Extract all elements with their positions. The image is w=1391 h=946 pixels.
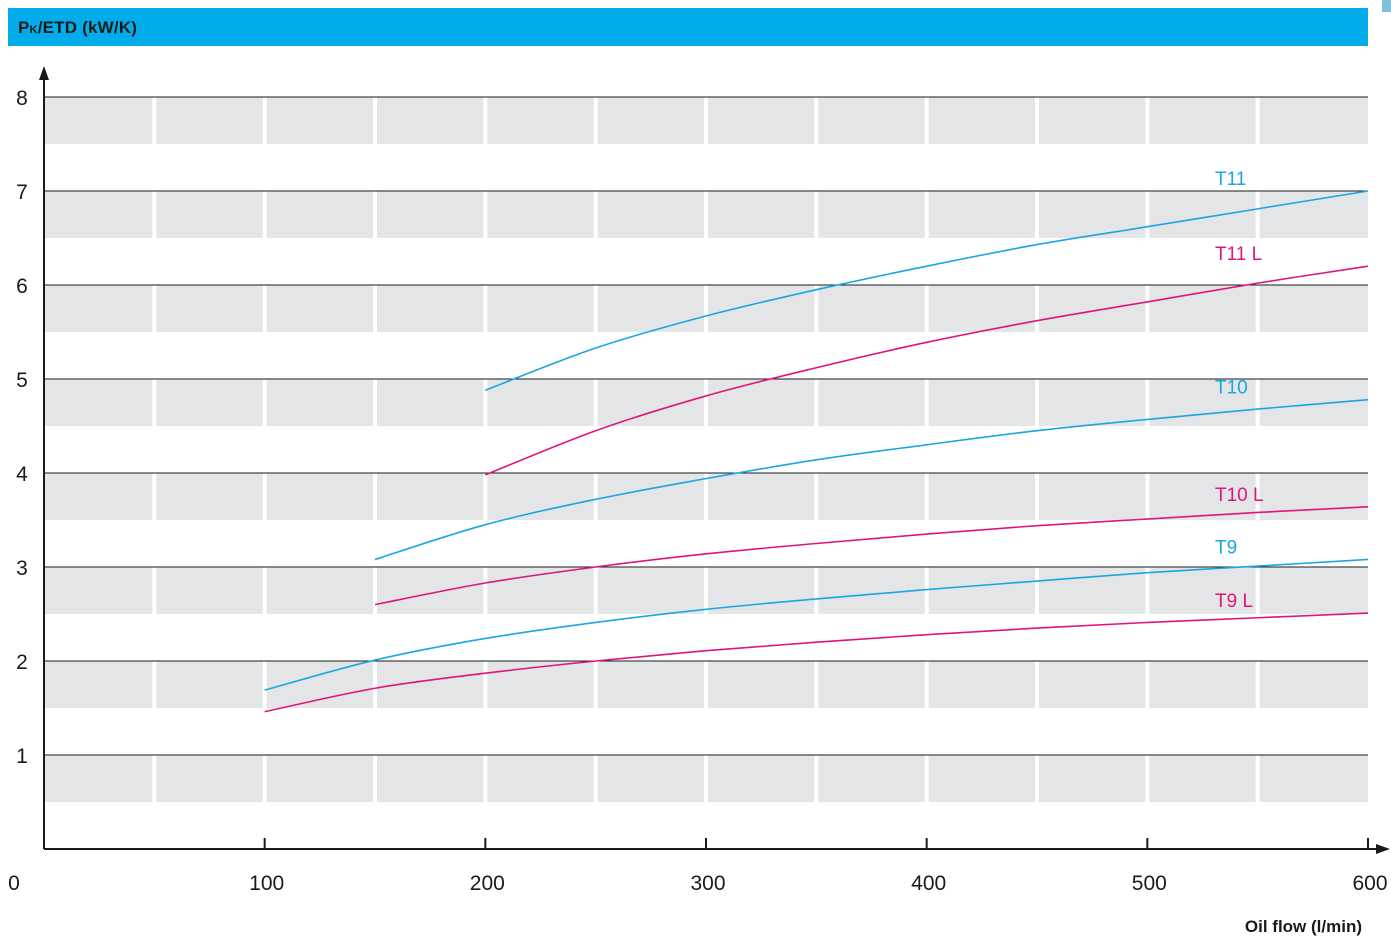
- y-axis-title-main: P: [18, 18, 30, 37]
- x-tick-label: 400: [911, 872, 946, 895]
- x-tick-label: 200: [470, 872, 505, 895]
- axes: [39, 66, 1390, 854]
- y-axis-title-subscript: K: [29, 24, 38, 36]
- y-tick-label: 2: [16, 651, 28, 674]
- y-tick-label: 4: [16, 463, 28, 486]
- series-label: T11: [1215, 169, 1246, 190]
- y-tick-label: 5: [16, 369, 28, 392]
- series-label: T10: [1215, 378, 1248, 399]
- series-line: [374, 506, 1369, 606]
- chart-header-bar: PK/ETD (kW/K): [8, 8, 1368, 46]
- series-line: [374, 398, 1369, 561]
- grid-lines: [44, 96, 1368, 756]
- series-line: [264, 558, 1369, 691]
- series-line: [264, 612, 1369, 713]
- y-tick-label: 3: [16, 557, 28, 580]
- labels: 0 100 200 300 400 500 600 1 2 3 4 5 6 7 8 T11 T11 L T10 T1…: [8, 87, 1387, 895]
- y-axis-title-rest: /ETD (kW/K): [37, 18, 138, 37]
- series-line: [485, 265, 1369, 476]
- y-axis-title: PK/ETD (kW/K): [18, 18, 137, 38]
- y-axis-arrow: [39, 66, 49, 80]
- x-axis-title: Oil flow (l/min): [1245, 917, 1362, 936]
- series-label: T9 L: [1215, 591, 1253, 612]
- series-label: T9: [1215, 537, 1237, 558]
- x-tick-label: 500: [1132, 872, 1167, 895]
- y-tick-label: 1: [16, 745, 28, 768]
- series-line: [485, 190, 1369, 392]
- series-lines: [264, 190, 1369, 713]
- x-axis-arrow: [1376, 844, 1390, 854]
- x-tick-label: 0: [8, 872, 20, 895]
- x-tick-label: 600: [1352, 872, 1387, 895]
- series-label: T11 L: [1215, 244, 1262, 265]
- y-tick-label: 6: [16, 275, 28, 298]
- grid-bands: [44, 97, 1368, 849]
- series-label: T10 L: [1215, 485, 1264, 506]
- corner-mark: [1382, 0, 1391, 12]
- y-tick-label: 8: [16, 87, 28, 110]
- y-tick-label: 7: [16, 181, 28, 204]
- x-tick-label: 100: [249, 872, 284, 895]
- x-tick-label: 300: [690, 872, 725, 895]
